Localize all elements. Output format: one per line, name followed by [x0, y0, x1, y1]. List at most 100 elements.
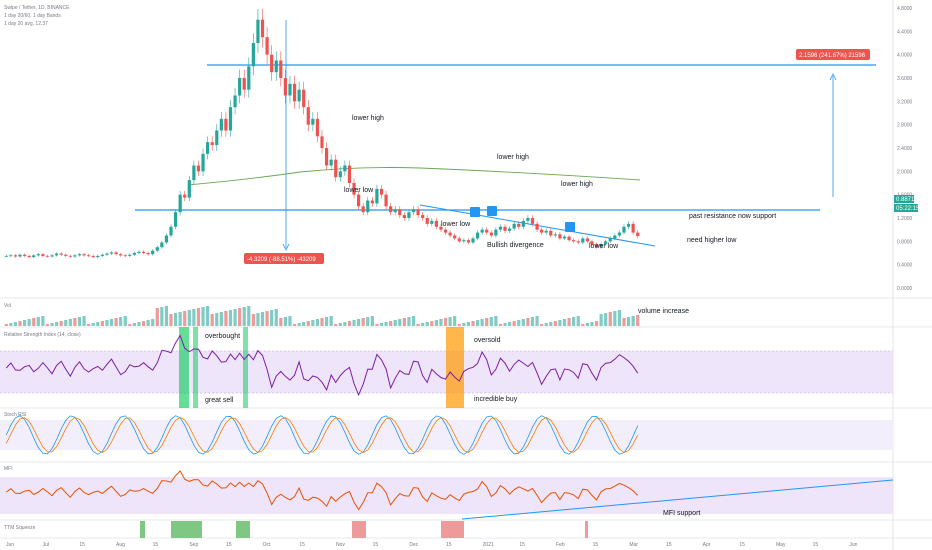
volume-bar: [36, 317, 40, 326]
volume-bar: [18, 321, 22, 326]
candle-body: [453, 235, 457, 239]
volume-bar: [320, 318, 324, 326]
volume-bar: [334, 324, 338, 326]
last-price-text: 0.8871: [896, 197, 915, 203]
label-overbought: overbought: [205, 333, 240, 340]
candle-body: [228, 107, 233, 131]
candle-body: [443, 229, 448, 233]
candle-body: [567, 236, 571, 241]
candle-body: [448, 232, 452, 236]
mfi-support-line[interactable]: [461, 479, 894, 520]
candle-body: [544, 230, 548, 233]
marker-1[interactable]: [470, 207, 480, 217]
volume-bar: [160, 307, 164, 326]
volume-bar: [581, 324, 585, 326]
candle-body: [146, 253, 150, 255]
rsi-overbought-highlight: [179, 327, 189, 408]
volume-bar: [324, 317, 329, 326]
candle-body: [480, 229, 484, 233]
candle-body: [210, 142, 214, 146]
candle-body: [425, 218, 429, 224]
candle-body: [183, 194, 187, 198]
volume-bar: [137, 322, 141, 326]
candle-body: [434, 220, 438, 227]
rsi-pane-label: Relative Strength Index (14, close): [4, 332, 81, 338]
candle-body: [173, 212, 178, 227]
time-axis-label: 2021: [483, 542, 494, 548]
time-axis-label: 15: [153, 542, 159, 548]
candle-body: [549, 230, 553, 236]
candle-body: [109, 252, 114, 254]
symbol-header: Swipe / Tether, 1D, BINANCE: [4, 5, 70, 11]
price-axis-label: 0.0000: [897, 286, 913, 292]
candle-body: [384, 194, 388, 207]
candle-body: [329, 159, 333, 166]
ttm-pane-label: TTM Squeeze: [4, 525, 36, 531]
volume-bar: [613, 311, 617, 326]
candle-body: [471, 238, 475, 243]
candle-body: [379, 188, 384, 195]
candle-body: [128, 254, 132, 256]
candle-body: [352, 183, 356, 195]
candle-body: [562, 236, 567, 239]
price-axis[interactable]: 4.8000 4.4000 4.0000 3.6000 3.2000 2.8000 2.40…: [897, 6, 913, 292]
volume-bar: [475, 320, 480, 326]
candle-body: [91, 255, 95, 258]
candle-body: [73, 255, 77, 257]
candle-body: [196, 165, 201, 172]
candle-body: [338, 171, 342, 178]
volume-bar: [585, 323, 589, 326]
time-axis-label: Apr: [703, 542, 711, 548]
price-axis-label: 1.2000: [897, 216, 913, 222]
volume-bar: [572, 317, 576, 326]
candle-body: [604, 241, 608, 245]
label-lower-high-3: lower high: [561, 181, 593, 188]
time-axis[interactable]: Jun Jul 15 Aug 15 Sep 15 Oct 15 Nov 15 Dec 15 2021 15 F…: [6, 542, 858, 548]
markers[interactable]: [470, 206, 575, 232]
volume-bar: [402, 318, 406, 326]
label-lower-low-3: lower low: [589, 243, 619, 250]
candle-body: [105, 253, 109, 255]
candle-body: [41, 254, 45, 256]
volume-bar: [279, 318, 283, 326]
sub-header: 1 day 20 avg, 12.37: [4, 21, 48, 27]
volume-bar: [77, 317, 82, 326]
price-axis-label: 2.4000: [897, 146, 913, 152]
candle-body: [357, 194, 361, 207]
candle-body: [251, 43, 255, 67]
volume-bar: [45, 324, 50, 326]
candle-body: [155, 247, 159, 251]
candle-body: [247, 66, 251, 90]
volume-bar: [434, 320, 438, 326]
volume-bar: [590, 322, 594, 326]
volume-bar: [164, 306, 169, 326]
candle-body: [169, 226, 173, 236]
candle-body: [407, 212, 411, 218]
volume-bar: [526, 318, 530, 326]
volume-bar: [141, 321, 146, 326]
volume-bar: [338, 323, 342, 326]
time-axis-label: 15: [593, 542, 599, 548]
candle-body: [576, 241, 580, 243]
marker-3[interactable]: [565, 222, 575, 232]
candle-body: [219, 118, 223, 131]
volume-bar: [567, 318, 571, 326]
volume-bar: [114, 318, 118, 326]
volume-bar: [105, 320, 109, 326]
candle-body: [411, 209, 416, 213]
volume-bar: [622, 318, 626, 326]
candle-body: [553, 234, 557, 236]
volume-bar: [288, 316, 292, 326]
volume-bar: [155, 308, 159, 326]
volume-bars: [4, 306, 640, 326]
volume-bar: [576, 316, 580, 326]
measure-down-arrow: [282, 243, 290, 251]
candle-body: [462, 240, 466, 242]
volume-bar: [329, 316, 333, 326]
volume-bar: [407, 317, 411, 326]
mfi-pane-label: MFI: [4, 466, 13, 472]
volume-bar: [270, 310, 274, 326]
marker-2[interactable]: [487, 206, 497, 216]
candle-body: [622, 226, 626, 233]
